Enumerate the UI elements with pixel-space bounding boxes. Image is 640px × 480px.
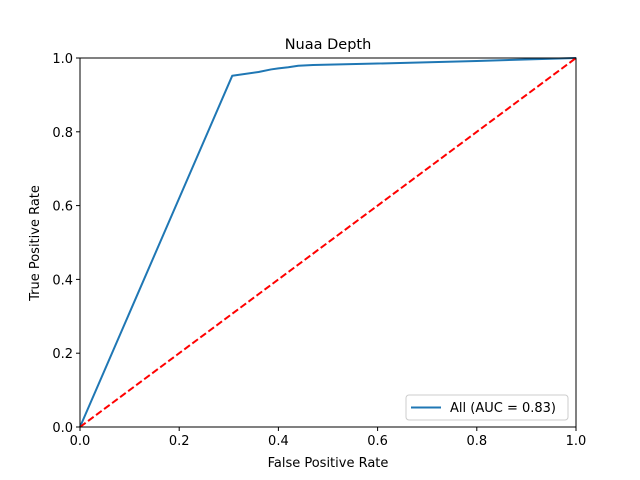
series-layer	[79, 57, 577, 428]
x-tick-label: 0.2	[169, 434, 190, 449]
y-tick-label: 0.4	[52, 273, 73, 288]
x-tick-label: 1.0	[566, 434, 587, 449]
x-tick-label: 0.8	[466, 434, 487, 449]
chance-diagonal-line	[79, 57, 577, 428]
chart-title: Nuaa Depth	[285, 37, 372, 53]
roc-curve-line	[79, 57, 577, 428]
y-tick-label: 0.2	[52, 347, 73, 362]
legend: All (AUC = 0.83)	[405, 394, 569, 421]
y-axis-label: True Positive Rate	[28, 185, 43, 302]
legend-box	[405, 394, 569, 421]
x-tick-label: 0.0	[70, 434, 91, 449]
x-tick-label: 0.6	[367, 434, 388, 449]
y-tick-label: 0.6	[52, 200, 73, 215]
y-tick-label: 0.0	[52, 421, 73, 436]
ticks-layer: 0.0 0.2 0.4 0.6 0.8 1.0 0.0 0.2 0.4 0.6 0.8 1.0	[52, 52, 586, 449]
x-tick-label: 0.4	[268, 434, 289, 449]
plot-frame	[79, 57, 577, 428]
y-tick-label: 1.0	[52, 52, 73, 67]
legend-label: All (AUC = 0.83)	[450, 401, 556, 416]
y-tick-label: 0.8	[52, 126, 73, 141]
x-axis-label: False Positive Rate	[268, 456, 389, 471]
